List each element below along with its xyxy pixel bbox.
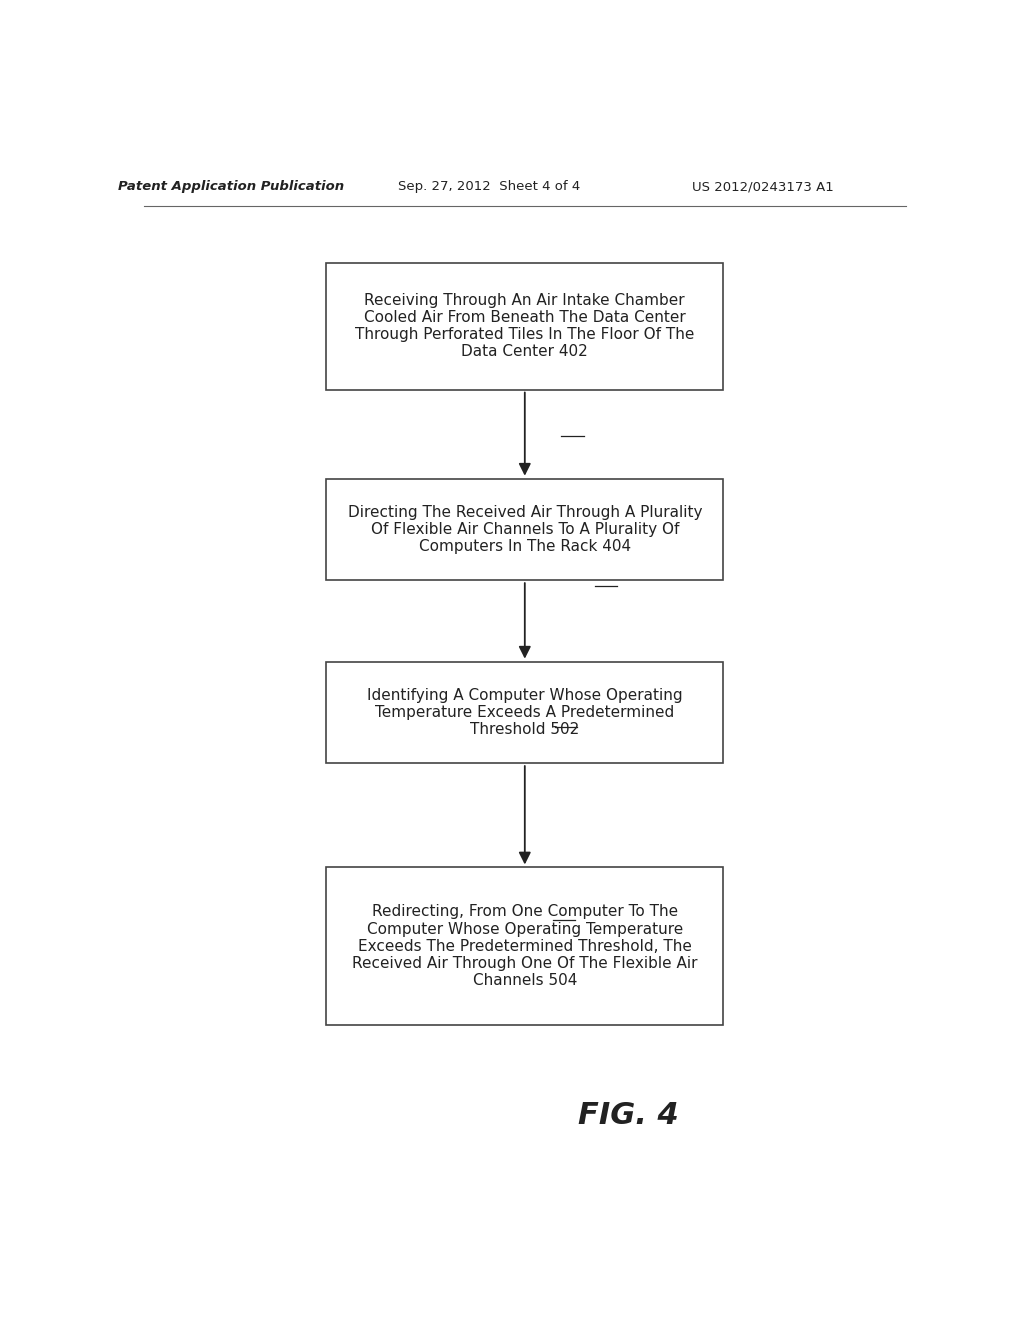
Text: Directing The Received Air Through A Plurality: Directing The Received Air Through A Plu… [347, 504, 702, 520]
Text: Sep. 27, 2012  Sheet 4 of 4: Sep. 27, 2012 Sheet 4 of 4 [398, 181, 581, 193]
Text: Computer Whose Operating Temperature: Computer Whose Operating Temperature [367, 921, 683, 937]
Text: Of Flexible Air Channels To A Plurality Of: Of Flexible Air Channels To A Plurality … [371, 521, 679, 537]
FancyArrowPatch shape [520, 583, 529, 657]
Text: Computers In The Rack 404: Computers In The Rack 404 [419, 539, 631, 554]
Text: Data Center 402: Data Center 402 [462, 345, 588, 359]
Text: Channels 504: Channels 504 [473, 973, 577, 987]
Text: Data Center 402: Data Center 402 [462, 345, 588, 359]
Text: Computers In The Rack: Computers In The Rack [433, 539, 616, 554]
Text: Patent Application Publication: Patent Application Publication [118, 181, 344, 193]
Text: Cooled Air From Beneath The Data Center: Cooled Air From Beneath The Data Center [364, 310, 686, 325]
Text: Received Air Through One Of The Flexible Air: Received Air Through One Of The Flexible… [352, 956, 697, 970]
Text: FIG. 4: FIG. 4 [578, 1101, 678, 1130]
Text: Data Center: Data Center [476, 345, 573, 359]
Text: Channels 504: Channels 504 [473, 973, 577, 987]
FancyArrowPatch shape [520, 766, 529, 862]
Bar [327, 479, 723, 581]
Text: Computers In The Rack 404: Computers In The Rack 404 [419, 539, 631, 554]
Text: Exceeds The Predetermined Threshold, The: Exceeds The Predetermined Threshold, The [357, 939, 692, 953]
Text: Threshold: Threshold [484, 722, 565, 737]
FancyArrowPatch shape [520, 392, 529, 474]
Text: Temperature Exceeds A Predetermined: Temperature Exceeds A Predetermined [375, 705, 675, 719]
Text: US 2012/0243173 A1: US 2012/0243173 A1 [692, 181, 834, 193]
Text: Threshold 502: Threshold 502 [470, 722, 580, 737]
Text: Channels: Channels [487, 973, 562, 987]
Text: Threshold 502: Threshold 502 [470, 722, 580, 737]
Text: Identifying A Computer Whose Operating: Identifying A Computer Whose Operating [367, 688, 683, 702]
Bar [327, 867, 723, 1024]
Text: Redirecting, From One Computer To The: Redirecting, From One Computer To The [372, 904, 678, 920]
Bar [327, 263, 723, 389]
Text: Through Perforated Tiles In The Floor Of The: Through Perforated Tiles In The Floor Of… [355, 327, 694, 342]
Text: Receiving Through An Air Intake Chamber: Receiving Through An Air Intake Chamber [365, 293, 685, 308]
Bar [327, 661, 723, 763]
